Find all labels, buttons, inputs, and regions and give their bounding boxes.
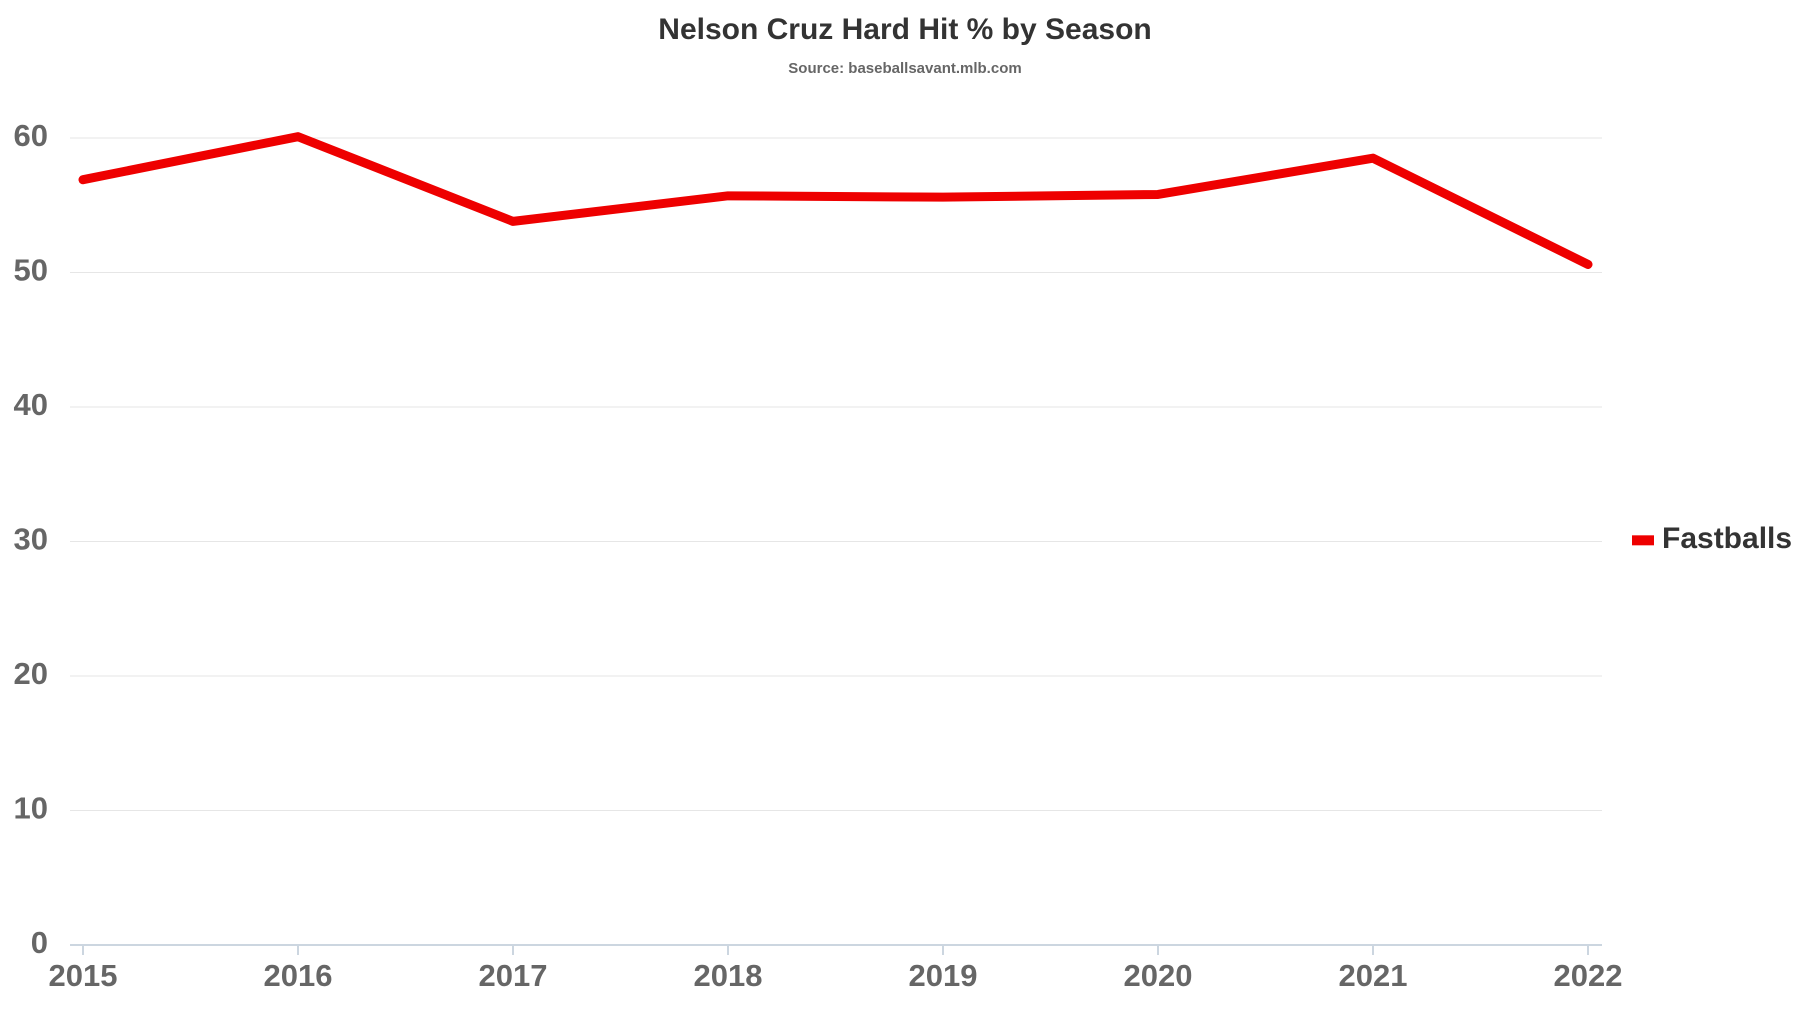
y-tick-label: 50	[14, 253, 48, 288]
legend-swatch	[1632, 535, 1654, 546]
x-tick-label: 2019	[909, 958, 978, 993]
series-line	[78, 132, 1593, 269]
x-tick-label: 2015	[49, 958, 118, 993]
y-tick-label: 20	[14, 656, 48, 691]
legend-label: Fastballs	[1662, 522, 1792, 555]
chart-title: Nelson Cruz Hard Hit % by Season	[658, 13, 1151, 46]
x-tick-label: 2022	[1554, 958, 1623, 993]
x-tick-label: 2017	[479, 958, 548, 993]
y-tick-label: 0	[31, 925, 48, 960]
y-tick-label: 40	[14, 387, 48, 422]
x-tick-label: 2016	[264, 958, 333, 993]
chart-subtitle: Source: baseballsavant.mlb.com	[788, 60, 1021, 77]
x-tick-label: 2018	[694, 958, 763, 993]
y-tick-label: 60	[14, 118, 48, 153]
y-tick-label: 30	[14, 522, 48, 557]
y-tick-label: 10	[14, 791, 48, 826]
x-tick-label: 2020	[1124, 958, 1193, 993]
x-tick-label: 2021	[1339, 958, 1408, 993]
